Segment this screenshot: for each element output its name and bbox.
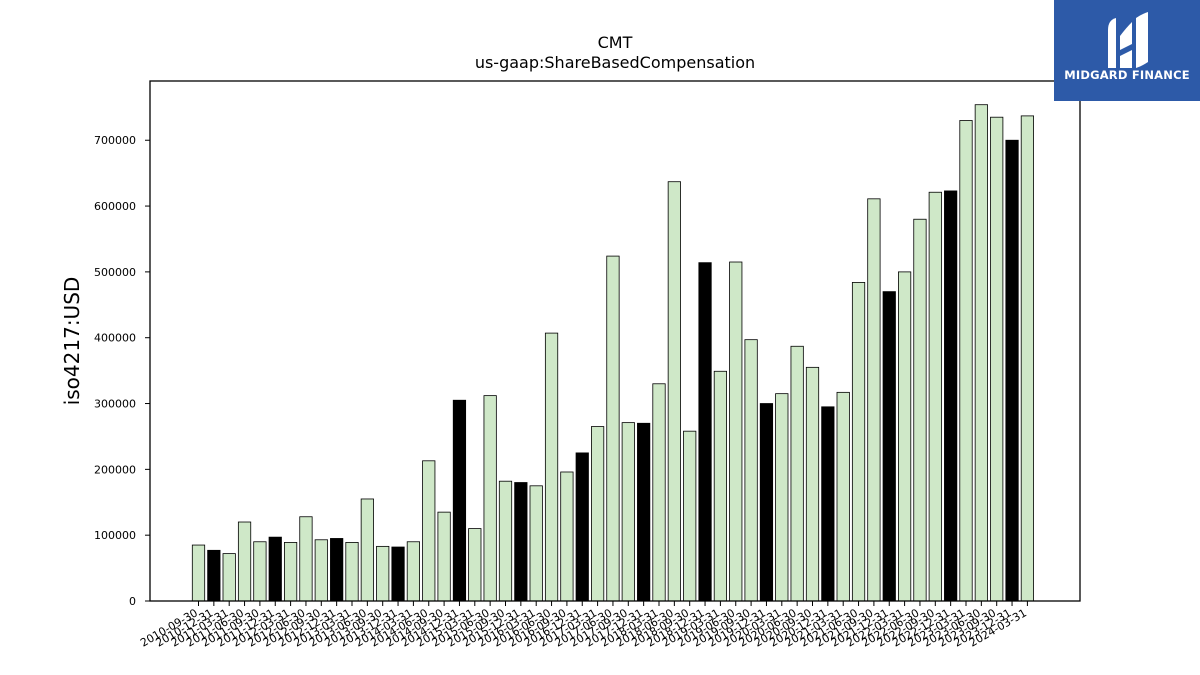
bar-2017-12-31 [637,422,651,602]
bar-2014-09-30 [437,511,451,602]
y-axis-label: iso4217:USD [60,277,84,406]
bar-2016-03-31 [529,485,543,602]
bar-2018-03-31 [652,383,666,602]
y-tick-label: 500000 [94,266,136,279]
bar-2021-09-30 [867,198,881,602]
bar-2021-12-31 [882,291,896,602]
bar-2011-03-31 [222,553,236,602]
y-tick-label: 0 [129,595,136,608]
midgard-finance-logo: MIDGARD FINANCE [1054,0,1200,101]
bar-2024-03-31 [1020,115,1035,602]
bar-2019-09-30 [744,339,758,602]
bar-2022-06-30 [913,218,927,602]
bar-2011-06-30 [237,521,252,602]
bar-2017-03-31 [591,426,605,602]
bar-2021-03-31 [836,391,850,602]
plot-frame [149,80,1081,602]
y-tick-label: 600000 [94,200,136,213]
bar-2019-06-30 [729,261,743,602]
bar-2020-06-30 [790,345,804,602]
bar-2012-09-30 [314,539,328,602]
bar-2019-12-31 [759,403,774,602]
y-tick-label: 300000 [94,398,136,411]
bar-2023-06-30 [974,104,988,602]
bar-2018-06-30 [667,181,681,602]
bar-2020-09-30 [805,366,820,602]
bar-2023-12-31 [1005,139,1019,602]
logo-text: MIDGARD FINANCE [1064,68,1190,82]
bar-2014-12-31 [452,399,467,602]
bar-2016-12-31 [575,452,589,602]
y-tick-label: 700000 [94,134,136,147]
bar-2013-03-31 [345,542,359,602]
bar-2022-09-30 [928,191,942,602]
bar-2013-12-31 [391,546,405,602]
bar-2023-03-31 [959,120,973,602]
bar-2022-12-31 [944,190,958,602]
bar-2012-03-31 [283,542,298,602]
midgard-logo-icon [1108,12,1148,68]
bar-2014-06-30 [422,460,436,602]
bar-2011-12-31 [268,536,282,602]
bar-2013-06-30 [360,498,374,602]
y-tick-label: 200000 [94,463,136,476]
bars-group [191,104,1035,602]
bar-2010-12-31 [207,549,221,602]
bar-2014-03-31 [406,541,421,602]
bar-2010-09-30 [191,544,206,602]
bar-2017-09-30 [621,422,635,602]
y-tick-label: 400000 [94,332,136,345]
bar-2015-09-30 [498,480,513,602]
bar-2015-06-30 [483,395,497,602]
bar-2016-09-30 [560,471,574,602]
bar-2023-09-30 [990,116,1004,602]
chart-subtitle: us-gaap:ShareBasedCompensation [475,53,755,72]
bar-2017-06-30 [606,255,620,602]
bar-2016-06-30 [544,332,559,602]
bar-2012-12-31 [330,538,344,602]
chart-title: CMT [598,33,633,52]
bar-2020-03-31 [775,393,789,602]
bar-2012-06-30 [299,516,313,602]
bar-2015-03-31 [468,528,482,602]
bar-2022-03-31 [898,271,912,602]
bar-2018-12-31 [698,262,712,602]
bar-2019-03-31 [713,370,728,602]
x-axis-ticks: 2010-09-302010-12-312011-03-312011-06-30… [138,601,1029,650]
bar-2011-09-30 [253,541,267,602]
bar-2021-06-30 [851,282,866,602]
y-tick-label: 100000 [94,529,136,542]
bar-2015-12-31 [514,482,528,602]
bar-2020-12-31 [821,406,835,602]
bar-2013-09-30 [376,545,390,602]
bar-2018-09-30 [683,430,697,602]
y-axis-ticks: 0 100000 200000 300000 400000 500000 600000 700… [94,134,150,608]
